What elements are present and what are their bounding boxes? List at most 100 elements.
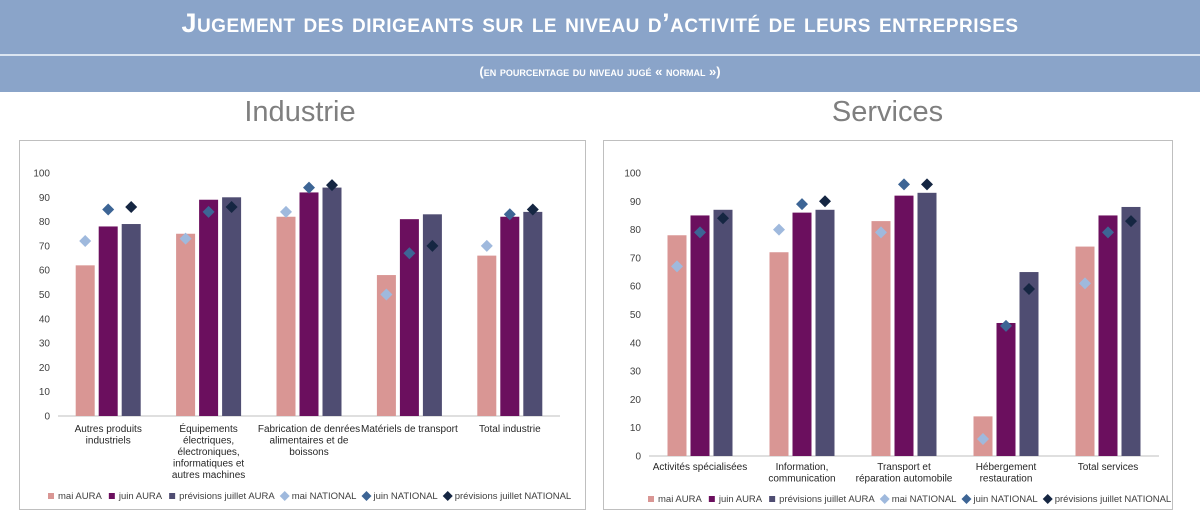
services-marker-1-3 <box>1000 319 1012 332</box>
services-bar-2-3 <box>1019 272 1039 456</box>
services-legend-label-4: juin NATIONAL <box>972 494 1037 505</box>
industrie-ytick-50: 50 <box>39 290 51 301</box>
services-category-label-3-1: restauration <box>980 474 1033 485</box>
industrie-marker-0-3 <box>380 288 393 301</box>
industrie-bar-2-2 <box>322 187 342 416</box>
services-ytick-80: 80 <box>630 225 642 236</box>
industrie-bar-2-4 <box>523 211 543 416</box>
services-marker-0-0 <box>671 260 683 273</box>
industrie-category-label-1-3: informatiques et <box>173 459 244 470</box>
industrie-bar-0-0 <box>75 265 95 416</box>
industrie-legend-swatch-0 <box>48 493 54 499</box>
services-bar-1-2 <box>894 195 914 456</box>
industrie-marker-1-1 <box>202 205 215 218</box>
services-ytick-30: 30 <box>630 367 642 378</box>
services-chart-svg: 0 10 20 30 40 50 60 70 80 90 100 Activités spéciali… <box>624 169 1171 506</box>
industrie-bar-2-3 <box>422 214 442 416</box>
industrie-marker-2-1 <box>225 201 238 214</box>
industrie-legend-swatch-2 <box>169 493 176 499</box>
industrie-bar-1-1 <box>199 199 219 416</box>
industrie-category-label-3-0: Matériels de transport <box>361 424 458 435</box>
services-ytick-0: 0 <box>635 452 641 463</box>
industrie-ytick-10: 10 <box>39 387 51 398</box>
services-marker-1-1 <box>796 198 808 211</box>
industrie-ytick-30: 30 <box>39 339 51 350</box>
industrie-marker-0-4 <box>480 239 493 252</box>
industrie-category-label-2-1: alimentaires et de <box>270 436 349 447</box>
services-marker-2-4 <box>1125 215 1137 228</box>
services-category-label-0-0: Activités spécialisées <box>653 462 747 473</box>
services-ytick-60: 60 <box>630 282 642 293</box>
industrie-ytick-40: 40 <box>39 314 51 325</box>
services-legend-label-2: prévisions juillet AURA <box>779 494 875 505</box>
services-legend-swatch-5 <box>1042 494 1053 504</box>
industrie-bar-0-1 <box>176 233 196 416</box>
services-ytick-50: 50 <box>630 310 642 321</box>
industrie-category-label-4-0: Total industrie <box>479 424 541 435</box>
services-legend-label-1: juin AURA <box>718 494 763 505</box>
industrie-category-label-1-0: Équipements <box>179 422 237 435</box>
services-bar-1-3 <box>996 322 1016 456</box>
industrie-bar-0-3 <box>376 275 396 416</box>
services-marker-2-0 <box>717 212 729 225</box>
services-ytick-100: 100 <box>624 169 641 180</box>
industrie-bar-2-1 <box>222 197 242 416</box>
industrie-bar-1-3 <box>399 219 419 416</box>
services-category-label-4-0: Total services <box>1078 462 1139 473</box>
industrie-marker-2-2 <box>326 179 338 192</box>
services-ytick-90: 90 <box>630 197 642 208</box>
industrie-legend-label-2: prévisions juillet AURA <box>179 491 275 502</box>
industrie-ytick-0: 0 <box>44 412 50 423</box>
services-marker-0-2 <box>875 226 887 239</box>
services-ytick-20: 20 <box>630 395 642 406</box>
industrie-marker-0-2 <box>280 205 292 218</box>
industrie-bar-0-4 <box>477 255 497 416</box>
industrie-category-label-0-0: Autres produits <box>75 424 142 435</box>
industrie-legend-label-3: mai NATIONAL <box>292 491 357 502</box>
services-bar-0-4 <box>1075 246 1095 456</box>
services-bar-1-4 <box>1098 215 1118 456</box>
industrie-marker-1-2 <box>303 181 315 194</box>
industrie-chart-svg: 0 10 20 30 40 50 60 70 80 90 100 Autres produitsind… <box>33 169 572 503</box>
services-marker-1-0 <box>694 226 706 239</box>
industrie-marker-0-1 <box>179 232 192 245</box>
services-marker-2-2 <box>921 178 933 191</box>
industrie-bar-1-2 <box>299 192 319 416</box>
industrie-ytick-70: 70 <box>39 241 51 252</box>
industrie-category-label-2-0: Fabrication de denrées <box>258 424 360 435</box>
industrie-bar-2-0 <box>121 224 141 416</box>
industrie-chart: 0 10 20 30 40 50 60 70 80 90 100 Autres produits ind… <box>19 140 586 510</box>
services-legend-label-0: mai AURA <box>658 494 702 505</box>
industrie-legend-label-1: juin AURA <box>118 491 163 502</box>
industrie-legend-label-0: mai AURA <box>58 491 102 502</box>
services-bar-2-1 <box>815 209 835 456</box>
industrie-legend-label-5: prévisions juillet NATIONAL <box>455 491 572 502</box>
services-legend-swatch-3 <box>879 494 890 504</box>
page-title: Jugement des dirigeants sur le niveau d’… <box>181 8 1019 38</box>
services-ytick-10: 10 <box>630 423 642 434</box>
services-bar-2-0 <box>713 209 733 456</box>
industrie-legend-swatch-1 <box>108 493 115 499</box>
services-marker-2-1 <box>819 195 831 208</box>
industrie-marker-1-3 <box>403 247 416 260</box>
industrie-bar-1-0 <box>98 226 118 416</box>
services-legend-swatch-2 <box>769 496 776 502</box>
services-marker-0-1 <box>773 223 785 236</box>
industrie-marker-1-0 <box>102 203 115 216</box>
industrie-legend-swatch-3 <box>279 491 290 501</box>
services-bar-1-1 <box>792 212 812 456</box>
services-legend-label-3: mai NATIONAL <box>892 494 957 505</box>
services-bar-0-2 <box>871 221 891 456</box>
header-banner: Jugement des dirigeants sur le niveau d’… <box>0 0 1200 92</box>
industrie-category-label-1-1: électriques, <box>183 436 234 447</box>
industrie-marker-0-0 <box>79 235 92 248</box>
services-marker-1-2 <box>898 178 910 191</box>
industrie-category-label-0-1: industriels <box>86 436 131 447</box>
industrie-category-label-2-2: boissons <box>289 447 328 458</box>
industrie-ytick-20: 20 <box>39 363 51 374</box>
services-category-label-2-0: Transport et <box>877 462 931 473</box>
industrie-category-label-1-2: électroniques, <box>177 447 239 458</box>
industrie-legend-swatch-5 <box>442 491 453 501</box>
services-marker-0-4 <box>1079 277 1091 290</box>
industrie-marker-2-4 <box>526 203 539 216</box>
